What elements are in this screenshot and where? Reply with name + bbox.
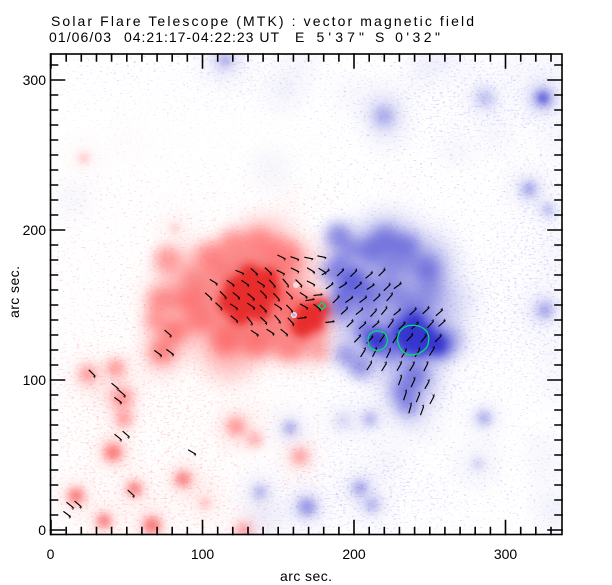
svg-text:100: 100 xyxy=(23,372,47,388)
svg-text:04:21:17-04:22:23 UT: 04:21:17-04:22:23 UT xyxy=(124,29,279,45)
svg-text:arc sec.: arc sec. xyxy=(6,266,22,318)
svg-text:300: 300 xyxy=(23,72,47,88)
svg-text:Solar Flare Telescope (MTK) :: Solar Flare Telescope (MTK) : vector mag… xyxy=(51,13,474,29)
svg-text:01/06/03: 01/06/03 xyxy=(49,29,111,45)
svg-text:300: 300 xyxy=(494,546,518,562)
svg-text:100: 100 xyxy=(191,546,215,562)
svg-text:200: 200 xyxy=(342,546,366,562)
svg-text:E 5'37": E 5'37" xyxy=(295,29,364,45)
svg-text:200: 200 xyxy=(23,222,47,238)
svg-text:arc sec.: arc sec. xyxy=(280,568,332,584)
svg-text:0: 0 xyxy=(38,522,46,538)
svg-text:S 0'32": S 0'32" xyxy=(375,29,440,45)
svg-text:0: 0 xyxy=(47,546,55,562)
